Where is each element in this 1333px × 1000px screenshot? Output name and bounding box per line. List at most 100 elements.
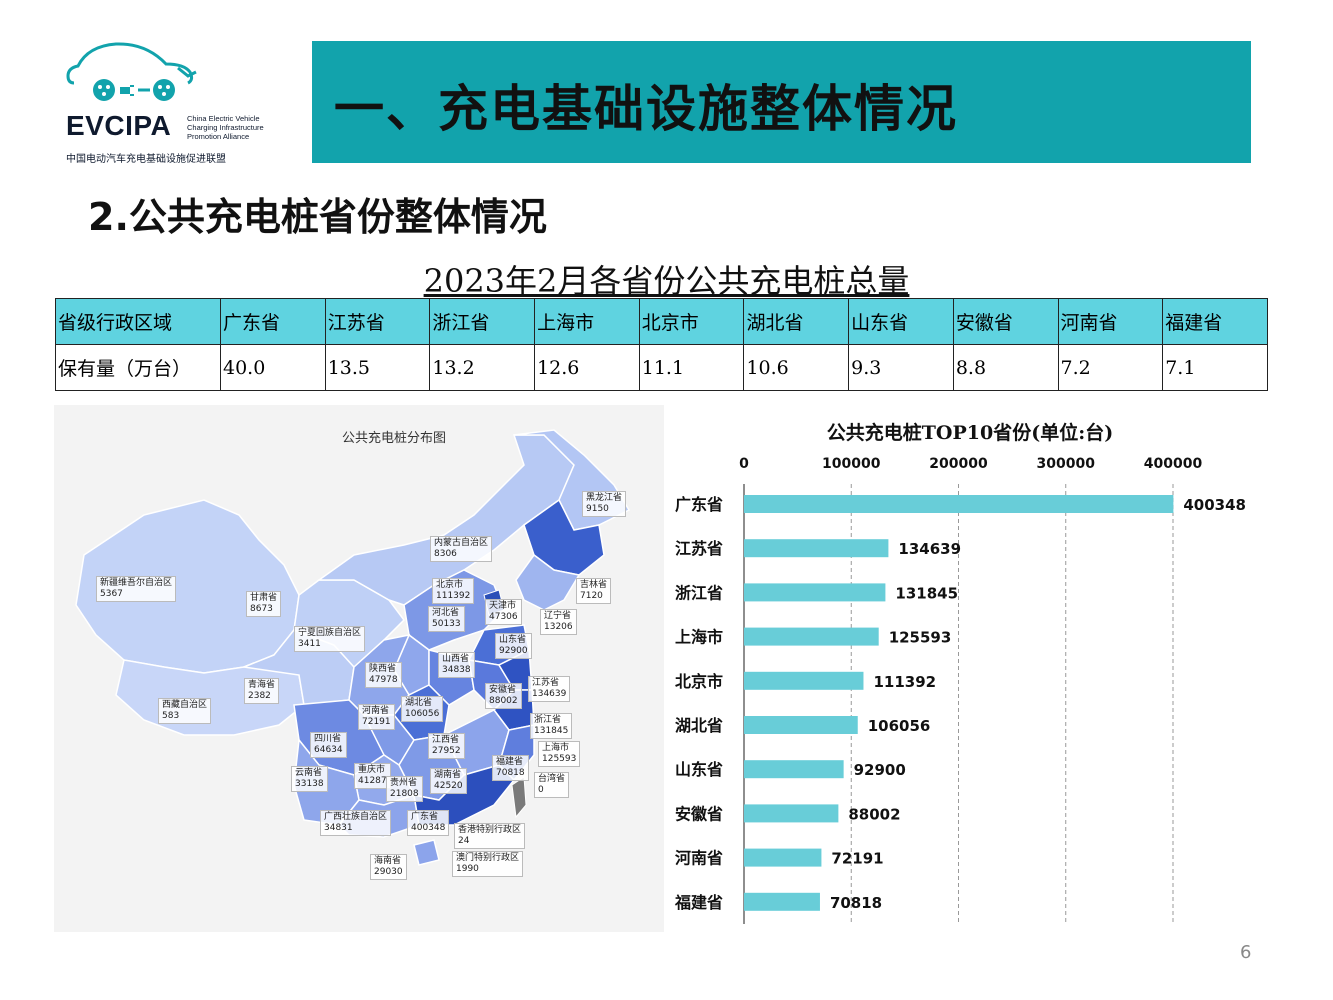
map-label-value: 5367 — [100, 589, 123, 599]
bar — [744, 848, 822, 867]
bar — [744, 539, 889, 558]
map-label-name: 河北省 — [432, 608, 460, 618]
map-label-name: 山西省 — [442, 654, 470, 664]
table-cell: 9.3 — [848, 344, 954, 391]
map-label-name: 甘肃省 — [250, 593, 278, 603]
map-label-value: 47306 — [489, 612, 518, 622]
table-cell: 13.2 — [429, 344, 536, 391]
logo-en-line3: Promotion Alliance — [187, 132, 250, 141]
map-label: 云南省 33138 — [291, 766, 328, 792]
map-label-name: 辽宁省 — [544, 611, 572, 621]
province-table: 省级行政区域 广东省 江苏省 浙江省 上海市 北京市 湖北省 山东省 安徽省 河… — [55, 298, 1268, 391]
table-cell: 北京市 — [638, 298, 745, 345]
map-label: 辽宁省 13206 — [540, 609, 577, 635]
map-label-name: 贵州省 — [390, 778, 418, 788]
map-label-name: 重庆市 — [358, 765, 386, 775]
map-label: 台湾省 0 — [534, 772, 570, 798]
map-label-value: 70818 — [496, 768, 525, 778]
map-label-value: 13206 — [544, 622, 573, 632]
map-label-value: 0 — [538, 785, 544, 795]
map-label-value: 50133 — [432, 619, 461, 629]
map-label-value: 47978 — [369, 675, 398, 685]
table-cell: 广东省 — [220, 298, 326, 345]
map-label-name: 湖南省 — [434, 770, 462, 780]
table-cell: 12.6 — [534, 344, 640, 391]
map-label-name: 澳门特别行政区 — [456, 853, 520, 863]
map-label: 香港特别行政区 24 — [454, 823, 526, 849]
x-tick-label: 200000 — [929, 456, 988, 472]
map-label: 新疆维吾尔自治区 5367 — [96, 576, 177, 602]
category-label: 上海市 — [675, 628, 723, 647]
map-label: 江苏省 134639 — [528, 676, 571, 702]
map-region-liaoning — [515, 553, 581, 611]
map-label: 四川省 64634 — [310, 732, 347, 758]
category-label: 广东省 — [675, 495, 723, 514]
table-cell: 10.6 — [743, 344, 850, 391]
x-tick-label: 100000 — [822, 456, 881, 472]
bar — [744, 804, 839, 823]
category-label: 安徽省 — [675, 804, 723, 823]
map-label-value: 33138 — [295, 779, 324, 789]
map-label-value: 24 — [458, 836, 470, 846]
map-label: 福建省 70818 — [492, 755, 529, 781]
map-label: 浙江省 131845 — [530, 713, 573, 739]
data-label: 72191 — [831, 850, 883, 868]
data-label: 88002 — [848, 805, 900, 823]
logo-english: China Electric Vehicle Charging Infrastr… — [187, 114, 264, 141]
category-label: 江苏省 — [675, 539, 723, 558]
map-label-value: 583 — [162, 711, 180, 721]
table-cell: 湖北省 — [743, 298, 850, 345]
map-label-value: 3411 — [298, 639, 321, 649]
table-cell: 河南省 — [1057, 298, 1164, 345]
category-label: 北京市 — [675, 672, 723, 691]
table-cell: 7.2 — [1057, 344, 1164, 391]
map-label-value: 125593 — [542, 754, 577, 764]
map-label-value: 88002 — [489, 696, 518, 706]
map-label-value: 64634 — [314, 745, 343, 755]
x-tick-label: 300000 — [1037, 456, 1096, 472]
logo-abbr: EVCIPA — [66, 110, 172, 141]
data-label: 106056 — [868, 717, 931, 735]
map-label: 广西壮族自治区 34831 — [320, 810, 392, 836]
map-label-name: 香港特别行政区 — [458, 825, 522, 835]
map-label-value: 34838 — [442, 665, 471, 675]
map-label: 湖南省 42520 — [430, 768, 467, 794]
map-label-value: 8306 — [434, 549, 457, 559]
map-label-value: 9150 — [586, 504, 609, 514]
bar — [744, 495, 1174, 513]
map-label: 湖北省 106056 — [401, 696, 444, 722]
map-label-name: 广东省 — [411, 812, 439, 822]
map-label: 贵州省 21808 — [386, 776, 423, 802]
map-label-name: 北京市 — [436, 580, 464, 590]
map-label-value: 1990 — [456, 864, 479, 874]
data-label: 111392 — [873, 673, 936, 691]
table-cell: 40.0 — [220, 344, 326, 391]
table-row-label: 省级行政区域 — [55, 298, 221, 345]
page-title: 一、充电基础设施整体情况 — [334, 80, 958, 138]
table-row: 保有量（万台） 40.0 13.5 13.2 12.6 11.1 10.6 9.… — [55, 344, 1268, 391]
table-cell: 8.8 — [952, 344, 1059, 391]
map-svg — [75, 429, 631, 866]
map-label-value: 34831 — [324, 823, 353, 833]
map-label-name: 湖北省 — [405, 698, 433, 708]
map-title: 公共充电桩分布图 — [341, 431, 446, 446]
bar — [744, 627, 879, 646]
category-label: 山东省 — [675, 760, 723, 779]
map-label: 甘肃省 8673 — [246, 591, 282, 617]
map-label-value: 131845 — [534, 726, 569, 736]
map-label-name: 江西省 — [432, 735, 460, 745]
map-label: 山西省 34838 — [438, 652, 475, 678]
map-label: 宁夏回族自治区 3411 — [294, 626, 366, 652]
x-tick-label: 400000 — [1144, 456, 1203, 472]
map-label-name: 云南省 — [295, 768, 323, 778]
table-header-row: 省级行政区域 广东省 江苏省 浙江省 上海市 北京市 湖北省 山东省 安徽省 河… — [55, 298, 1268, 345]
map-label: 陕西省 47978 — [365, 662, 402, 688]
map-label-name: 西藏自治区 — [162, 700, 208, 710]
map-region-taiwan — [511, 776, 527, 819]
map-label: 黑龙江省 9150 — [582, 491, 627, 517]
map-label-name: 黑龙江省 — [586, 493, 623, 503]
map-label-value: 2382 — [248, 691, 271, 701]
header-banner: 一、充电基础设施整体情况 — [312, 41, 1251, 163]
bar — [744, 892, 820, 911]
bar — [744, 671, 864, 690]
